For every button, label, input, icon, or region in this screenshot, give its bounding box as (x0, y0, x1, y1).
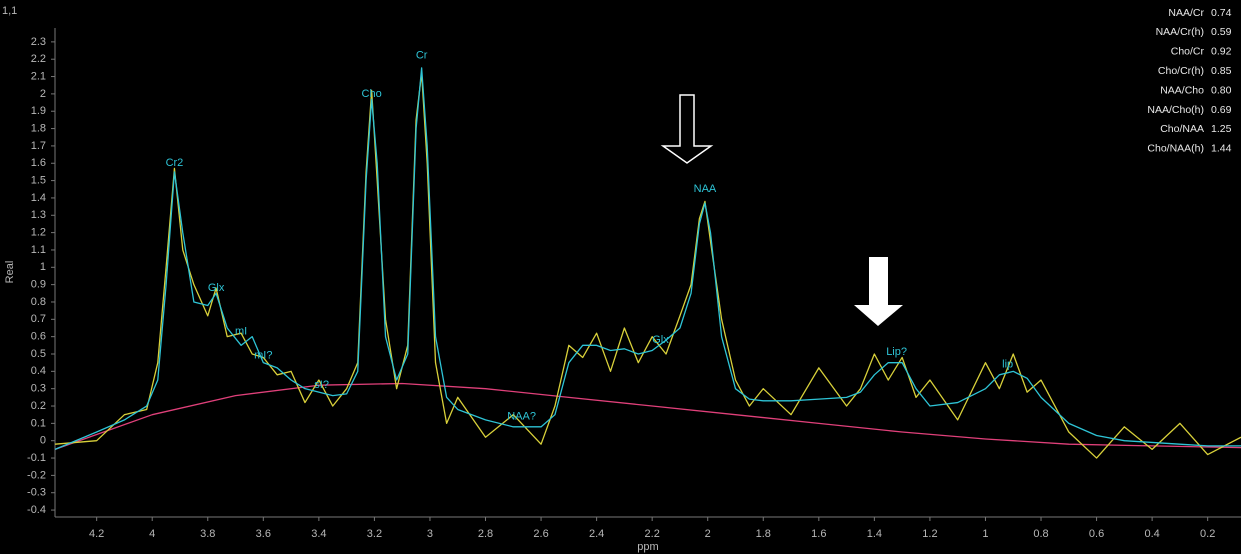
peak-label: mI (235, 325, 247, 337)
ratio-value: 1.25 (1211, 123, 1232, 135)
peak-label: mI? (254, 350, 272, 362)
ratio-name: Cho/Cr (1171, 46, 1205, 58)
peak-label: Glx (652, 334, 669, 346)
y-tick-label: 0.2 (31, 400, 46, 412)
x-tick-label: 0.6 (1089, 528, 1104, 540)
y-tick-label: 1.9 (31, 105, 46, 117)
y-tick-label: 1.7 (31, 140, 46, 152)
y-tick-label: 1.2 (31, 227, 46, 239)
y-tick-label: 2.3 (31, 36, 46, 48)
x-tick-label: 3.2 (367, 528, 382, 540)
ratio-value: 0.80 (1211, 84, 1232, 96)
ratio-value: 0.74 (1211, 7, 1232, 19)
ratio-value: 0.59 (1211, 26, 1232, 38)
x-tick-label: 3 (427, 528, 433, 540)
x-axis-label: ppm (637, 541, 658, 553)
y-tick-label: 1.1 (31, 244, 46, 256)
x-tick-label: 3.8 (200, 528, 215, 540)
peak-label: Cr2 (166, 157, 184, 169)
x-tick-label: 1.2 (922, 528, 937, 540)
y-tick-label: 2.2 (31, 53, 46, 65)
x-tick-label: 1 (982, 528, 988, 540)
y-tick-label: 0.7 (31, 313, 46, 325)
x-tick-label: 2.8 (478, 528, 493, 540)
ratio-value: 0.92 (1211, 46, 1232, 58)
x-tick-label: 2 (705, 528, 711, 540)
y-tick-label: 2.1 (31, 70, 46, 82)
y-axis-label: Real (4, 261, 16, 284)
x-tick-label: 3.6 (256, 528, 271, 540)
spectrum-line (54, 72, 1241, 459)
x-tick-label: 4 (149, 528, 155, 540)
ratio-name: NAA/Cr(h) (1156, 26, 1204, 38)
y-tick-label: 0 (40, 435, 46, 447)
y-tick-label: 0.1 (31, 417, 46, 429)
y-tick-label: -0.2 (27, 469, 46, 481)
peak-label: Lip? (886, 346, 907, 358)
y-tick-label: 0.3 (31, 383, 46, 395)
y-tick-label: 0.9 (31, 279, 46, 291)
y-tick-label: -0.3 (27, 487, 46, 499)
arrow-filled (854, 257, 903, 326)
x-tick-label: 2.6 (533, 528, 548, 540)
y-tick-label: 1.5 (31, 175, 46, 187)
ratio-name: Cho/Cr(h) (1158, 65, 1204, 77)
y-tick-label: 0.6 (31, 331, 46, 343)
spectrum-line (54, 67, 1241, 450)
x-tick-label: 1.8 (756, 528, 771, 540)
x-tick-label: 2.2 (645, 528, 660, 540)
peak-label: lip (1002, 358, 1013, 370)
y-tick-label: 1.4 (31, 192, 46, 204)
x-tick-label: 4.2 (89, 528, 104, 540)
ratio-name: NAA/Cho (1160, 84, 1204, 96)
ratio-name: NAA/Cho(h) (1147, 104, 1204, 116)
ratio-value: 1.44 (1211, 143, 1232, 155)
y-tick-label: 0.5 (31, 348, 46, 360)
peak-label: Cr (416, 50, 428, 62)
ratio-value: 0.69 (1211, 104, 1232, 116)
peak-label: Cho (362, 88, 382, 100)
ratio-name: NAA/Cr (1168, 7, 1204, 19)
y-tick-label: 1 (40, 261, 46, 273)
x-tick-label: 1.6 (811, 528, 826, 540)
y-tick-label: -0.1 (27, 452, 46, 464)
y-tick-label: 1.8 (31, 122, 46, 134)
peak-label: Glx (208, 282, 225, 294)
peak-label: NAA? (507, 410, 536, 422)
ratio-name: Cho/NAA (1160, 123, 1204, 135)
spectrum-line (54, 382, 1241, 450)
plot-area: -0.4 -0.3 -0.2 -0.1 0 0.1 0.2 0.3 0.4 0.5 0.6 0.7 0.… (27, 28, 1241, 540)
arrow-hollow (660, 94, 714, 164)
ratio-value: 0.85 (1211, 65, 1232, 77)
y-tick-label: -0.4 (27, 504, 46, 516)
peak-label: sI? (314, 379, 329, 391)
y-tick-label: 2 (40, 88, 46, 100)
x-tick-label: 1.4 (867, 528, 882, 540)
x-tick-label: 0.2 (1200, 528, 1215, 540)
ratio-name: Cho/NAA(h) (1147, 143, 1204, 155)
y-tick-label: 0.8 (31, 296, 46, 308)
x-tick-label: 0.8 (1033, 528, 1048, 540)
y-tick-label: 1.6 (31, 157, 46, 169)
x-tick-label: 0.4 (1144, 528, 1159, 540)
y-tick-label: 0.4 (31, 365, 46, 377)
x-tick-label: 2.4 (589, 528, 604, 540)
panel-label: 1,1 (2, 5, 17, 17)
peak-label: NAA (694, 183, 717, 195)
y-tick-label: 1.3 (31, 209, 46, 221)
x-tick-label: 3.4 (311, 528, 326, 540)
